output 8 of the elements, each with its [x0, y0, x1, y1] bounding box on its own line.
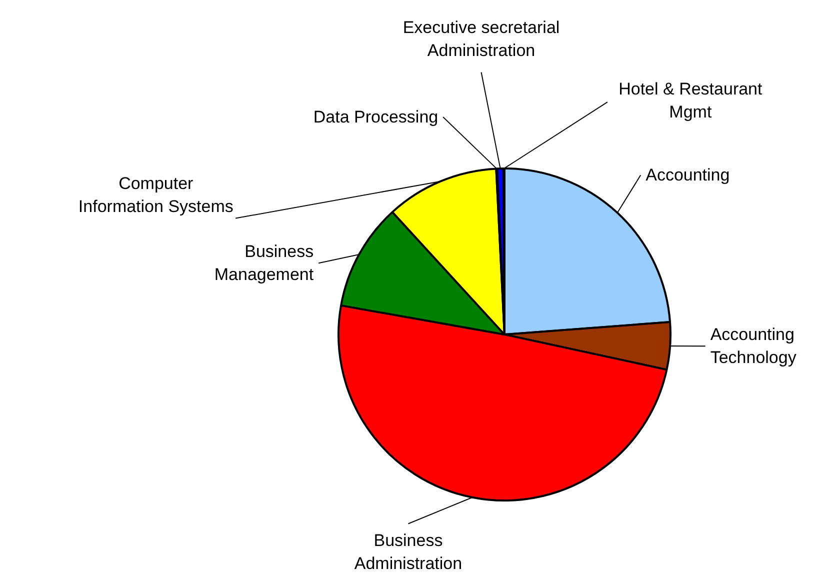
slice-label: Data Processing — [313, 108, 438, 127]
slice-label: Hotel & Restaurant Mgmt — [618, 80, 763, 122]
slice-label: Accounting Technology — [710, 325, 797, 368]
slice-label: Accounting — [646, 166, 730, 185]
slice-label: Business Administration — [354, 531, 462, 573]
slice-label: Executive secretarial Administration — [402, 18, 560, 60]
slice-label: Business Management — [214, 242, 314, 284]
slice-label: Computer Information Systems — [78, 174, 234, 216]
